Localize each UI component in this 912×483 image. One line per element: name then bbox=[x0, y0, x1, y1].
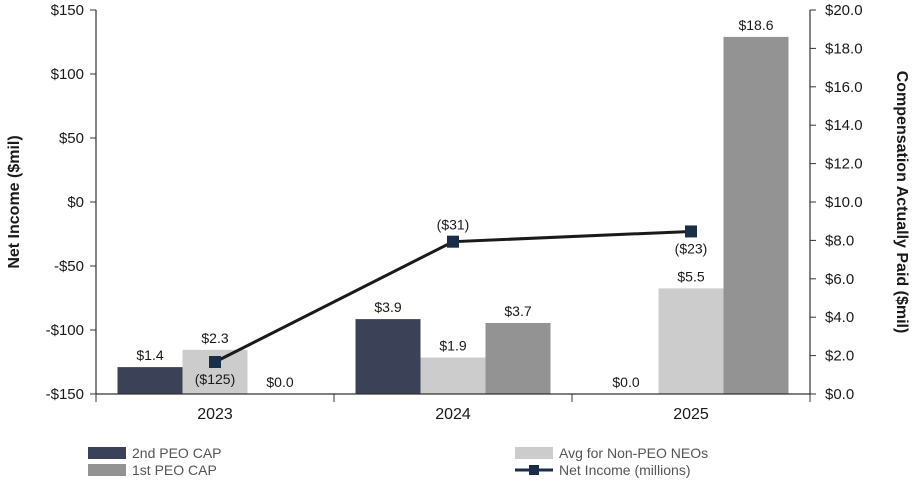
bars: $1.4 $3.9 $0.0 $2.3 $1.9 $5.5 $0.0 $3.7 $18.6 bbox=[117, 17, 789, 394]
net-income-label: ($23) bbox=[675, 240, 708, 256]
bar-data-label: $3.7 bbox=[504, 303, 531, 319]
right-axis-title: Compensation Actually Paid ($mil) bbox=[893, 71, 910, 334]
bar-data-label: $18.6 bbox=[738, 17, 773, 33]
right-tick-label: $10.0 bbox=[825, 194, 863, 211]
right-axis: $20.0 $18.0 $16.0 $14.0 $12.0 $10.0 $8.0 $6.0 $4… bbox=[809, 2, 910, 403]
right-tick-label: $6.0 bbox=[825, 271, 854, 288]
right-tick-label: $12.0 bbox=[825, 156, 863, 173]
bar-data-label: $1.4 bbox=[136, 347, 163, 363]
right-tick-label: $16.0 bbox=[825, 79, 863, 96]
net-income-point-2025 bbox=[685, 225, 697, 238]
left-tick-label: $150 bbox=[51, 2, 84, 19]
left-tick-label: $100 bbox=[51, 66, 84, 83]
left-axis-title: Net Income ($mil) bbox=[6, 135, 23, 268]
right-tick-label: $2.0 bbox=[825, 348, 854, 365]
right-tick-label: $18.0 bbox=[825, 40, 863, 57]
right-tick-label: $4.0 bbox=[825, 309, 854, 326]
legend-label-1st-peo-cap: 1st PEO CAP bbox=[132, 462, 217, 478]
bar-data-label: $0.0 bbox=[612, 374, 639, 390]
x-axis: 2023 2024 2025 bbox=[95, 393, 811, 423]
left-tick-label: $0 bbox=[67, 194, 84, 211]
legend: 2nd PEO CAP Avg for Non-PEO NEOs 1st PEO C… bbox=[88, 445, 708, 478]
right-tick-label: $20.0 bbox=[825, 2, 863, 19]
legend-label-2nd-peo-cap: 2nd PEO CAP bbox=[132, 445, 222, 461]
bar-data-label: $3.9 bbox=[374, 299, 401, 315]
bar-1st-peo-cap-2025 bbox=[723, 36, 789, 394]
left-tick-label: $50 bbox=[59, 130, 84, 147]
bar-data-label: $0.0 bbox=[266, 374, 293, 390]
bar-2nd-peo-cap-2023 bbox=[117, 367, 183, 394]
right-tick-label: $0.0 bbox=[825, 386, 854, 403]
legend-label-net-income-millions-: Net Income (millions) bbox=[559, 462, 690, 478]
net-income-label: ($31) bbox=[437, 217, 470, 233]
bar-data-label: $1.9 bbox=[439, 338, 466, 354]
bar-avg-for-non-peo-neos-2025 bbox=[658, 288, 724, 394]
bar-data-label: $2.3 bbox=[201, 330, 228, 346]
legend-swatch-2nd-peo-cap bbox=[88, 447, 126, 459]
net-income-label: ($125) bbox=[195, 371, 235, 387]
legend-marker-net-income-millions- bbox=[529, 465, 539, 475]
x-tick-label: 2025 bbox=[673, 406, 709, 423]
bar-avg-for-non-peo-neos-2024 bbox=[420, 357, 486, 394]
net-income-line: ($125) ($31) ($23) bbox=[195, 217, 708, 387]
left-tick-label: -$100 bbox=[46, 322, 84, 339]
left-axis: $150 $100 $50 $0 -$50 -$100 -$150 Net Income ($… bbox=[6, 2, 97, 403]
right-tick-label: $14.0 bbox=[825, 117, 863, 134]
net-income-point-2024 bbox=[447, 235, 459, 248]
right-tick-label: $8.0 bbox=[825, 232, 854, 249]
left-tick-label: -$150 bbox=[46, 386, 84, 403]
bar-2nd-peo-cap-2024 bbox=[355, 319, 421, 394]
bar-1st-peo-cap-2024 bbox=[485, 322, 551, 394]
legend-swatch-avg-for-non-peo-neos bbox=[515, 447, 553, 459]
bar-data-label: $5.5 bbox=[677, 268, 704, 284]
legend-label-avg-for-non-peo-neos: Avg for Non-PEO NEOs bbox=[559, 445, 708, 461]
left-tick-label: -$50 bbox=[54, 258, 84, 275]
legend-swatch-1st-peo-cap bbox=[88, 464, 126, 476]
net-income-point-2023 bbox=[209, 356, 221, 368]
x-tick-label: 2024 bbox=[435, 406, 471, 423]
x-tick-label: 2023 bbox=[197, 406, 233, 423]
